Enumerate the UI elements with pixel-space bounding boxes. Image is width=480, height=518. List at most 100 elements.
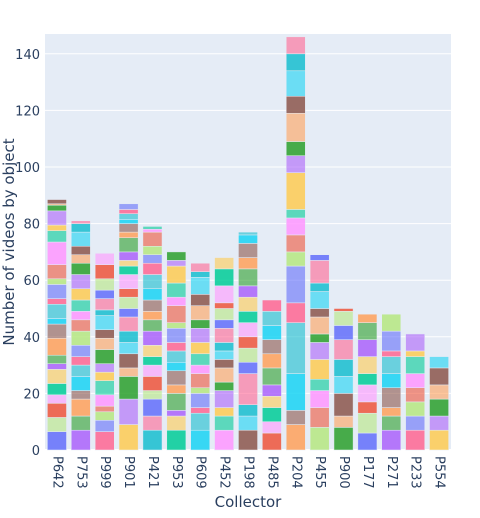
bar-segment[interactable] xyxy=(357,412,378,434)
bar-segment[interactable] xyxy=(118,288,139,298)
bar-segment[interactable] xyxy=(94,363,115,373)
bar-segment[interactable] xyxy=(47,354,67,364)
bar-segment[interactable] xyxy=(142,274,163,289)
bar-segment[interactable] xyxy=(333,427,354,451)
bar-segment[interactable] xyxy=(285,141,306,156)
bar-segment[interactable] xyxy=(190,262,211,272)
bar-segment[interactable] xyxy=(190,412,211,431)
bar-segment[interactable] xyxy=(381,415,402,431)
bar-segment[interactable] xyxy=(190,429,211,451)
bar-segment[interactable] xyxy=(142,311,163,321)
bar-segment[interactable] xyxy=(142,390,163,400)
bar-segment[interactable] xyxy=(238,362,258,374)
bar-segment[interactable] xyxy=(118,316,139,332)
bar-segment[interactable] xyxy=(285,209,306,219)
bar-segment[interactable] xyxy=(357,322,378,340)
bar-segment[interactable] xyxy=(47,230,67,243)
bar-segment[interactable] xyxy=(285,96,306,114)
bar-segment[interactable] xyxy=(47,304,67,319)
bar-segment[interactable] xyxy=(429,384,449,400)
bar-segment[interactable] xyxy=(47,394,67,404)
bar-segment[interactable] xyxy=(405,429,425,451)
bar-segment[interactable] xyxy=(357,401,378,414)
bar-segment[interactable] xyxy=(309,390,330,408)
bar-segment[interactable] xyxy=(405,401,425,417)
bar-segment[interactable] xyxy=(285,234,306,253)
bar-segment[interactable] xyxy=(214,328,234,343)
bar-segment[interactable] xyxy=(71,356,91,366)
bar-segment[interactable] xyxy=(190,387,211,394)
bar-segment[interactable] xyxy=(238,311,258,323)
bar-segment[interactable] xyxy=(94,394,115,407)
bar-segment[interactable] xyxy=(262,367,282,386)
bar-segment[interactable] xyxy=(118,231,139,239)
bar-segment[interactable] xyxy=(214,381,234,391)
bar-segment[interactable] xyxy=(262,325,282,340)
bar-segment[interactable] xyxy=(47,264,67,280)
bar-segment[interactable] xyxy=(309,316,330,335)
bar-segment[interactable] xyxy=(142,330,163,346)
bar-segment[interactable] xyxy=(333,339,354,360)
bar-segment[interactable] xyxy=(166,429,187,451)
bar-segment[interactable] xyxy=(285,302,306,323)
bar-segment[interactable] xyxy=(238,257,258,270)
bar-segment[interactable] xyxy=(285,373,306,411)
bar-segment[interactable] xyxy=(142,226,163,230)
bar-segment[interactable] xyxy=(118,223,139,233)
bar-segment[interactable] xyxy=(238,243,258,258)
bar-segment[interactable] xyxy=(309,359,330,380)
bar-segment[interactable] xyxy=(214,342,234,352)
bar-segment[interactable] xyxy=(333,376,354,394)
bar-segment[interactable] xyxy=(238,415,258,431)
bar-segment[interactable] xyxy=(166,251,187,261)
bar-segment[interactable] xyxy=(94,278,115,291)
bar-segment[interactable] xyxy=(309,333,330,343)
bar-segment[interactable] xyxy=(142,356,163,366)
bar-segment[interactable] xyxy=(214,257,234,270)
bar-segment[interactable] xyxy=(285,36,306,55)
bar-segment[interactable] xyxy=(118,274,139,289)
bar-segment[interactable] xyxy=(238,347,258,363)
bar-segment[interactable] xyxy=(47,323,67,339)
bar-segment[interactable] xyxy=(71,319,91,332)
bar-segment[interactable] xyxy=(238,322,258,338)
bar-segment[interactable] xyxy=(309,407,330,428)
bar-segment[interactable] xyxy=(47,199,67,205)
bar-segment[interactable] xyxy=(94,337,115,350)
bar-segment[interactable] xyxy=(118,260,139,267)
bar-segment[interactable] xyxy=(94,253,115,265)
bar-segment[interactable] xyxy=(238,268,258,287)
bar-segment[interactable] xyxy=(262,421,282,434)
bar-segment[interactable] xyxy=(285,410,306,425)
bar-segment[interactable] xyxy=(142,299,163,312)
bar-segment[interactable] xyxy=(71,364,91,377)
bar-segment[interactable] xyxy=(166,350,187,363)
bar-segment[interactable] xyxy=(357,356,378,374)
bar-segment[interactable] xyxy=(47,369,67,384)
bar-segment[interactable] xyxy=(94,380,115,396)
bar-segment[interactable] xyxy=(71,254,91,264)
bar-segment[interactable] xyxy=(118,353,139,369)
bar-segment[interactable] xyxy=(47,383,67,396)
bar-segment[interactable] xyxy=(166,384,187,394)
bar-segment[interactable] xyxy=(94,329,115,339)
bar-segment[interactable] xyxy=(166,322,187,329)
bar-segment[interactable] xyxy=(262,353,282,369)
bar-segment[interactable] xyxy=(214,268,234,287)
bar-segment[interactable] xyxy=(94,264,115,280)
bar-segment[interactable] xyxy=(118,424,139,451)
bar-segment[interactable] xyxy=(238,231,258,236)
bar-segment[interactable] xyxy=(381,330,402,352)
bar-segment[interactable] xyxy=(71,345,91,357)
bar-segment[interactable] xyxy=(166,305,187,323)
bar-segment[interactable] xyxy=(166,362,187,372)
bar-segment[interactable] xyxy=(381,356,402,374)
bar-segment[interactable] xyxy=(71,376,91,391)
bar-segment[interactable] xyxy=(333,393,354,417)
bar-segment[interactable] xyxy=(333,325,354,340)
bar-segment[interactable] xyxy=(238,296,258,312)
bar-segment[interactable] xyxy=(285,70,306,97)
bar-segment[interactable] xyxy=(142,376,163,391)
bar-segment[interactable] xyxy=(118,367,139,377)
bar-segment[interactable] xyxy=(285,172,306,210)
